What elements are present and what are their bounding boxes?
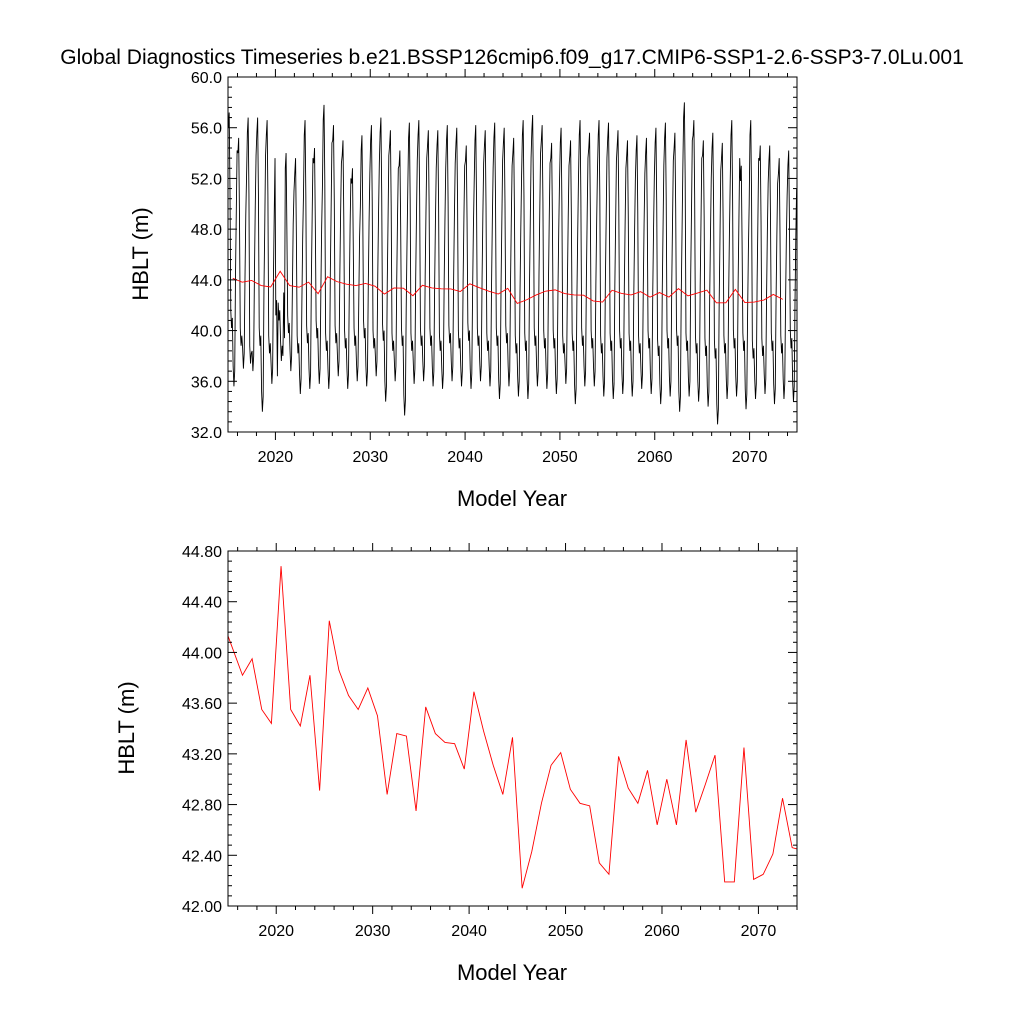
bottom-ticklabel-layer: 42.00 42.40 42.80 43.20 43.60 44.00 44.40 44.80… (182, 544, 776, 940)
top-ytick-label: 36.0 (191, 374, 222, 391)
bottom-x-axis-label: Model Year (457, 960, 567, 985)
top-monthly-series-line (227, 102, 798, 425)
top-xtick-label: 2030 (352, 449, 388, 466)
bottom-tick-layer (228, 543, 798, 914)
bottom-xtick-label: 2050 (548, 923, 584, 940)
top-xtick-label: 2020 (258, 449, 294, 466)
bottom-ytick-label: 43.60 (182, 696, 222, 713)
top-ytick-label: 40.0 (191, 324, 222, 341)
bottom-xtick-label: 2040 (451, 923, 487, 940)
top-ytick-label: 32.0 (191, 425, 222, 442)
bottom-y-axis-label: HBLT (m) (114, 681, 139, 774)
bottom-chart: 42.00 42.40 42.80 43.20 43.60 44.00 44.40 44.80… (114, 543, 798, 985)
top-plot-frame (227, 76, 798, 433)
top-x-axis-label: Model Year (457, 486, 567, 511)
top-ticklabel-layer: 32.0 36.0 40.0 44.0 48.0 52.0 56.0 60.0 2020 2030… (191, 70, 768, 466)
bottom-xtick-label: 2020 (258, 923, 294, 940)
top-xtick-label: 2040 (447, 449, 483, 466)
bottom-series-layer (227, 566, 798, 889)
bottom-ytick-label: 42.40 (182, 848, 222, 865)
bottom-annual-series-line (227, 566, 798, 889)
top-chart: 32.0 36.0 40.0 44.0 48.0 52.0 56.0 60.0 2020 2030… (128, 69, 798, 511)
top-tick-layer (228, 69, 797, 440)
top-ytick-label: 52.0 (191, 171, 222, 188)
bottom-xtick-label: 2070 (741, 923, 777, 940)
top-ytick-label: 56.0 (191, 121, 222, 138)
top-xtick-label: 2050 (542, 449, 578, 466)
bottom-ytick-label: 44.80 (182, 544, 222, 561)
bottom-xtick-label: 2030 (355, 923, 391, 940)
top-annual-series-line (232, 270, 783, 304)
top-ytick-label: 48.0 (191, 222, 222, 239)
top-series-layer (227, 102, 798, 425)
bottom-ytick-label: 42.00 (182, 899, 222, 916)
bottom-xtick-label: 2060 (644, 923, 680, 940)
figure-title: Global Diagnostics Timeseries b.e21.BSSP… (60, 46, 964, 69)
bottom-ytick-label: 42.80 (182, 798, 222, 815)
bottom-ytick-label: 44.00 (182, 645, 222, 662)
bottom-plot-frame (227, 550, 798, 907)
top-xtick-label: 2070 (732, 449, 768, 466)
top-ytick-label: 60.0 (191, 70, 222, 87)
top-xtick-label: 2060 (637, 449, 673, 466)
top-y-axis-label: HBLT (m) (128, 207, 153, 300)
bottom-ytick-label: 44.40 (182, 595, 222, 612)
top-ytick-label: 44.0 (191, 273, 222, 290)
bottom-ytick-label: 43.20 (182, 747, 222, 764)
